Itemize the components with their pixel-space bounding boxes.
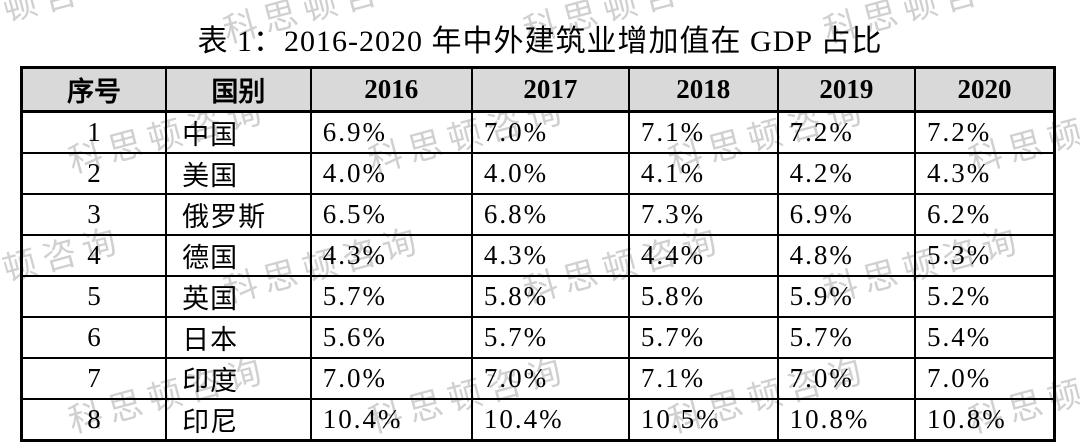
value-cell: 4.2%: [776, 152, 917, 195]
value-cell: 7.0%: [776, 357, 917, 400]
table-row: 7 印度 7.0% 7.0% 7.1% 7.0% 7.0%: [20, 357, 1056, 400]
column-header: 2019: [776, 66, 917, 113]
value-cell: 6.9%: [776, 193, 917, 236]
value-cell: 6.5%: [309, 193, 473, 236]
value-cell: 4.1%: [627, 152, 779, 195]
country-cell: 英国: [165, 275, 312, 318]
value-cell: 4.0%: [309, 152, 473, 195]
country-cell: 德国: [165, 234, 312, 277]
value-cell: 5.3%: [914, 234, 1056, 277]
table-row: 4 德国 4.3% 4.3% 4.4% 4.8% 5.3%: [20, 234, 1056, 277]
value-cell: 5.7%: [470, 316, 630, 359]
value-cell: 10.8%: [776, 398, 917, 442]
value-cell: 5.2%: [914, 275, 1056, 318]
country-cell: 日本: [165, 316, 312, 359]
value-cell: 5.8%: [627, 275, 779, 318]
value-cell: 7.1%: [627, 357, 779, 400]
value-cell: 7.0%: [470, 357, 630, 400]
value-cell: 7.2%: [914, 110, 1056, 154]
value-cell: 6.9%: [309, 110, 473, 154]
value-cell: 4.4%: [627, 234, 779, 277]
table-body: 1 中国 6.9% 7.0% 7.1% 7.2% 7.2% 2 美国 4.0% 4.0% 4.1% 4.…: [20, 110, 1056, 442]
page-title: 表 1：2016-2020 年中外建筑业增加值在 GDP 占比: [197, 25, 883, 58]
table-header: 序号 国别 2016 2017 2018 2019 2020: [20, 66, 1056, 113]
value-cell: 7.1%: [627, 110, 779, 154]
table-row: 8 印尼 10.4% 10.4% 10.5% 10.8% 10.8%: [20, 398, 1056, 442]
row-index-cell: 8: [20, 398, 168, 442]
column-header: 2017: [470, 66, 630, 113]
value-cell: 10.5%: [627, 398, 779, 442]
value-cell: 4.0%: [470, 152, 630, 195]
country-cell: 美国: [165, 152, 312, 195]
value-cell: 5.8%: [470, 275, 630, 318]
value-cell: 4.3%: [914, 152, 1056, 195]
value-cell: 5.7%: [627, 316, 779, 359]
value-cell: 10.4%: [309, 398, 473, 442]
table-row: 5 英国 5.7% 5.8% 5.8% 5.9% 5.2%: [20, 275, 1056, 318]
value-cell: 5.7%: [776, 316, 917, 359]
value-cell: 7.2%: [776, 110, 917, 154]
value-cell: 10.4%: [470, 398, 630, 442]
table-row: 3 俄罗斯 6.5% 6.8% 7.3% 6.9% 6.2%: [20, 193, 1056, 236]
table-row: 6 日本 5.6% 5.7% 5.7% 5.7% 5.4%: [20, 316, 1056, 359]
country-cell: 印度: [165, 357, 312, 400]
row-index-cell: 4: [20, 234, 168, 277]
column-header: 2018: [627, 66, 779, 113]
row-index-cell: 2: [20, 152, 168, 195]
value-cell: 7.0%: [914, 357, 1056, 400]
table-row: 1 中国 6.9% 7.0% 7.1% 7.2% 7.2%: [20, 110, 1056, 154]
value-cell: 5.4%: [914, 316, 1056, 359]
value-cell: 10.8%: [914, 398, 1056, 442]
value-cell: 6.2%: [914, 193, 1056, 236]
row-index-cell: 6: [20, 316, 168, 359]
row-index-cell: 7: [20, 357, 168, 400]
value-cell: 4.3%: [470, 234, 630, 277]
column-header: 序号: [20, 66, 168, 113]
column-header: 2020: [914, 66, 1056, 113]
value-cell: 7.3%: [627, 193, 779, 236]
column-header: 国别: [165, 66, 312, 113]
column-header: 2016: [309, 66, 473, 113]
value-cell: 6.8%: [470, 193, 630, 236]
value-cell: 5.6%: [309, 316, 473, 359]
table-row: 2 美国 4.0% 4.0% 4.1% 4.2% 4.3%: [20, 152, 1056, 195]
value-cell: 7.0%: [309, 357, 473, 400]
row-index-cell: 3: [20, 193, 168, 236]
row-index-cell: 1: [20, 110, 168, 154]
value-cell: 7.0%: [470, 110, 630, 154]
country-cell: 印尼: [165, 398, 312, 442]
table-header-row: 序号 国别 2016 2017 2018 2019 2020: [20, 66, 1056, 113]
country-cell: 俄罗斯: [165, 193, 312, 236]
row-index-cell: 5: [20, 275, 168, 318]
country-cell: 中国: [165, 110, 312, 154]
value-cell: 5.9%: [776, 275, 917, 318]
gdp-share-table: 序号 国别 2016 2017 2018 2019 2020 1 中国 6.9% 7.0% 7.1%…: [20, 66, 1056, 442]
value-cell: 4.3%: [309, 234, 473, 277]
value-cell: 4.8%: [776, 234, 917, 277]
value-cell: 5.7%: [309, 275, 473, 318]
